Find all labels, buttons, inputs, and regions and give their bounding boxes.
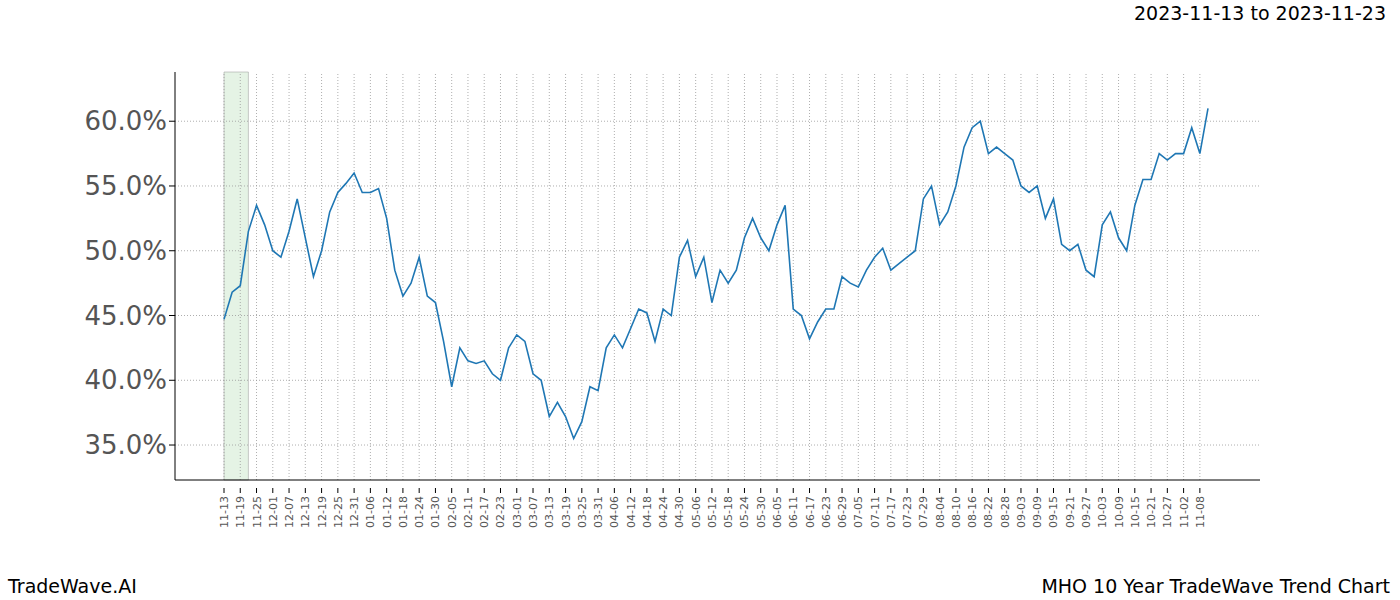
html-text:2023-11-13 to 2023-11-23: 2023-11-13 to 2023-11-23: [1134, 2, 1386, 24]
svg-text:01-12: 01-12: [381, 496, 394, 528]
svg-text:10-15: 10-15: [1129, 496, 1142, 528]
svg-text:10-09: 10-09: [1113, 496, 1126, 528]
svg-text:04-24: 04-24: [657, 496, 670, 528]
svg-text:07-17: 07-17: [885, 496, 898, 528]
svg-text:06-11: 06-11: [787, 496, 800, 528]
svg-text:08-10: 08-10: [950, 496, 963, 528]
svg-text:04-18: 04-18: [641, 496, 654, 528]
svg-text:09-09: 09-09: [1031, 496, 1044, 528]
svg-text:08-16: 08-16: [966, 496, 979, 528]
svg-text:02-23: 02-23: [494, 496, 507, 528]
svg-text:05-24: 05-24: [738, 496, 751, 528]
svg-text:10-03: 10-03: [1096, 496, 1109, 528]
svg-text:60.0%: 60.0%: [84, 106, 167, 136]
svg-text:07-11: 07-11: [869, 496, 882, 528]
html-text:TradeWave.AI: TradeWave.AI: [8, 575, 137, 597]
svg-text:06-17: 06-17: [804, 496, 817, 528]
svg-text:03-25: 03-25: [576, 496, 589, 528]
svg-text:03-19: 03-19: [560, 496, 573, 528]
svg-text:04-12: 04-12: [625, 496, 638, 528]
svg-text:12-25: 12-25: [332, 496, 345, 528]
svg-text:03-13: 03-13: [543, 496, 556, 528]
svg-text:09-03: 09-03: [1015, 496, 1028, 528]
svg-text:35.0%: 35.0%: [84, 430, 167, 460]
svg-text:11-19: 11-19: [234, 496, 247, 528]
svg-text:04-06: 04-06: [608, 496, 621, 528]
svg-text:10-21: 10-21: [1145, 496, 1158, 528]
svg-text:05-30: 05-30: [755, 496, 768, 528]
svg-text:02-17: 02-17: [478, 496, 491, 528]
svg-text:07-05: 07-05: [852, 496, 865, 528]
svg-text:12-19: 12-19: [316, 496, 329, 528]
svg-text:50.0%: 50.0%: [84, 236, 167, 266]
svg-text:08-22: 08-22: [982, 496, 995, 528]
svg-text:11-25: 11-25: [251, 496, 264, 528]
svg-text:09-27: 09-27: [1080, 496, 1093, 528]
svg-text:45.0%: 45.0%: [84, 301, 167, 331]
svg-text:06-05: 06-05: [771, 496, 784, 528]
svg-text:04-30: 04-30: [673, 496, 686, 528]
html-text:MHO 10 Year TradeWave Trend Ch: MHO 10 Year TradeWave Trend Chart: [1041, 575, 1390, 597]
svg-text:05-18: 05-18: [722, 496, 735, 528]
svg-text:01-18: 01-18: [397, 496, 410, 528]
svg-text:08-04: 08-04: [934, 496, 947, 528]
svg-text:01-30: 01-30: [429, 496, 442, 528]
svg-text:06-23: 06-23: [820, 496, 833, 528]
svg-text:11-08: 11-08: [1194, 496, 1207, 528]
svg-text:12-13: 12-13: [299, 496, 312, 528]
svg-text:10-27: 10-27: [1161, 496, 1174, 528]
svg-text:06-29: 06-29: [836, 496, 849, 528]
svg-text:02-11: 02-11: [462, 496, 475, 528]
svg-text:09-15: 09-15: [1047, 496, 1060, 528]
svg-text:09-21: 09-21: [1064, 496, 1077, 528]
svg-text:05-06: 05-06: [690, 496, 703, 528]
svg-text:08-28: 08-28: [999, 496, 1012, 528]
svg-text:03-31: 03-31: [592, 496, 605, 528]
svg-text:12-01: 12-01: [267, 496, 280, 528]
svg-text:02-05: 02-05: [446, 496, 459, 528]
svg-text:01-24: 01-24: [413, 496, 426, 528]
svg-text:07-29: 07-29: [917, 496, 930, 528]
svg-text:40.0%: 40.0%: [84, 365, 167, 395]
svg-text:12-31: 12-31: [348, 496, 361, 528]
svg-text:07-23: 07-23: [901, 496, 914, 528]
svg-text:11-02: 11-02: [1178, 496, 1191, 528]
svg-text:03-01: 03-01: [511, 496, 524, 528]
svg-text:03-07: 03-07: [527, 496, 540, 528]
svg-text:01-06: 01-06: [364, 496, 377, 528]
svg-text:11-13: 11-13: [218, 496, 231, 528]
svg-text:12-07: 12-07: [283, 496, 296, 528]
svg-text:05-12: 05-12: [706, 496, 719, 528]
svg-text:55.0%: 55.0%: [84, 171, 167, 201]
